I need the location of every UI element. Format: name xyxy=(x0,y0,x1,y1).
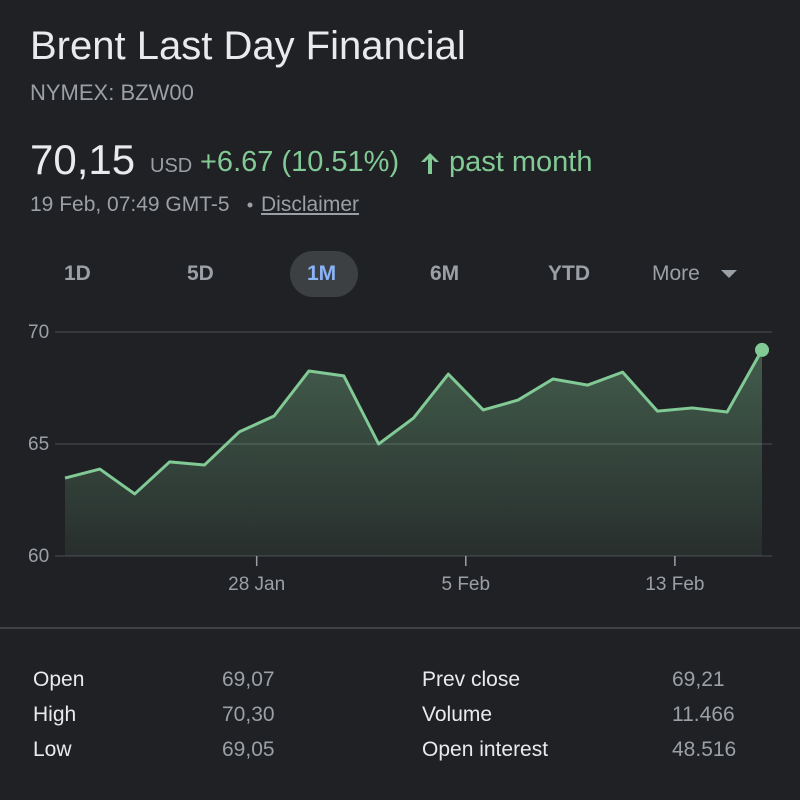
range-tab[interactable]: 1D xyxy=(64,262,91,285)
stat-label: Open xyxy=(33,668,85,691)
currency: USD xyxy=(150,155,193,177)
chart: 60 65 70 28 Jan 5 Feb 13 Feb xyxy=(0,322,800,629)
stat-label: Volume xyxy=(422,703,493,726)
x-tick-label: 28 Jan xyxy=(228,574,285,595)
range-tab[interactable]: 6M xyxy=(430,262,460,285)
last-point xyxy=(755,342,769,357)
period: past month xyxy=(449,146,593,178)
change: +6.67 (10.51%) xyxy=(200,146,400,178)
separator-dot xyxy=(247,202,253,208)
range-tab[interactable]: 1M xyxy=(307,262,337,285)
y-tick-label: 70 xyxy=(28,322,49,343)
y-tick-label: 60 xyxy=(28,546,49,567)
x-tick-label: 13 Feb xyxy=(645,574,704,595)
title: Brent Last Day Financial xyxy=(30,24,466,68)
selected-tab-bg xyxy=(290,251,358,297)
range-tab[interactable]: YTD xyxy=(548,262,590,285)
stat-value: 48.516 xyxy=(672,738,737,761)
disclaimer-link[interactable]: Disclaimer xyxy=(261,193,360,216)
timestamp: 19 Feb, 07:49 GMT-5 xyxy=(30,193,230,216)
stat-label: Prev close xyxy=(422,668,521,691)
stat-label: High xyxy=(33,703,77,726)
stat-label: Open interest xyxy=(422,738,549,761)
stat-value: 69,21 xyxy=(672,668,725,691)
stat-value: 69,05 xyxy=(222,738,275,761)
up-arrow xyxy=(421,153,439,174)
range-tab[interactable]: 5D xyxy=(187,262,214,285)
stat-value: 69,07 xyxy=(222,668,275,691)
range-tab[interactable]: More xyxy=(652,262,700,285)
area-fill xyxy=(65,349,762,556)
x-tick-label: 5 Feb xyxy=(441,574,490,595)
y-tick-label: 65 xyxy=(28,434,49,455)
stat-value: 70,30 xyxy=(222,703,275,726)
more-caret xyxy=(721,270,737,278)
price-line xyxy=(64,349,764,496)
stat-label: Low xyxy=(33,738,72,761)
stat-value: 11.466 xyxy=(672,703,735,726)
price: 70,15 xyxy=(30,136,136,183)
ticker: NYMEX: BZW00 xyxy=(30,80,194,105)
